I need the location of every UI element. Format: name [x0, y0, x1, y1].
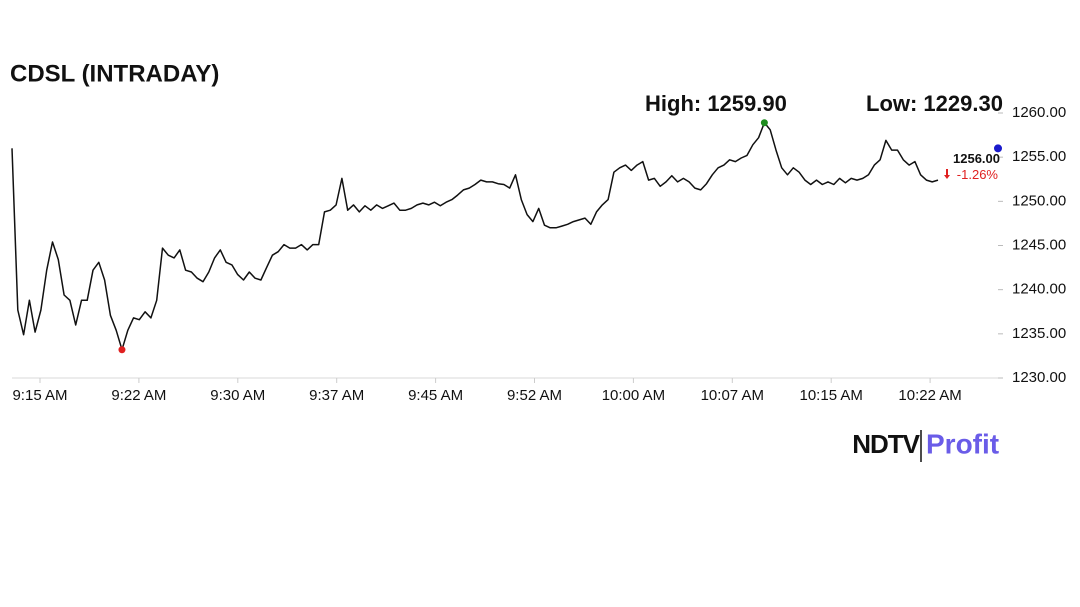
low-marker — [118, 346, 126, 354]
high-annotation: High: 1259.90 — [645, 91, 787, 116]
x-tick-label: 10:00 AM — [602, 387, 665, 404]
x-tick-label: 10:07 AM — [701, 387, 764, 404]
y-tick-label: 1230.00 — [1012, 369, 1066, 386]
change-label: -1.26% — [957, 167, 999, 182]
x-tick-label: 10:15 AM — [800, 387, 863, 404]
y-tick-label: 1250.00 — [1012, 192, 1066, 209]
x-tick-label: 9:15 AM — [12, 387, 67, 404]
x-tick-label: 9:37 AM — [309, 387, 364, 404]
y-tick-label: 1235.00 — [1012, 325, 1066, 342]
y-tick-label: 1240.00 — [1012, 281, 1066, 298]
chart-title: CDSL (INTRADAY) — [10, 60, 219, 87]
x-tick-label: 9:45 AM — [408, 387, 463, 404]
y-tick-label: 1260.00 — [1012, 104, 1066, 121]
low-annotation: Low: 1229.30 — [866, 91, 1003, 116]
high-marker — [760, 119, 768, 127]
x-tick-label: 10:22 AM — [898, 387, 961, 404]
x-tick-label: 9:52 AM — [507, 387, 562, 404]
price-line — [11, 121, 939, 351]
x-tick-label: 9:22 AM — [111, 387, 166, 404]
logo-product: Profit — [926, 428, 999, 459]
last-price-marker — [994, 144, 1002, 153]
logo-brand: NDTV — [852, 429, 920, 459]
x-tick-label: 9:30 AM — [210, 387, 265, 404]
last-price-label: 1256.00 — [953, 151, 1000, 166]
change-arrow — [944, 169, 950, 179]
y-tick-label: 1245.00 — [1012, 236, 1066, 253]
y-tick-label: 1255.00 — [1012, 148, 1066, 165]
